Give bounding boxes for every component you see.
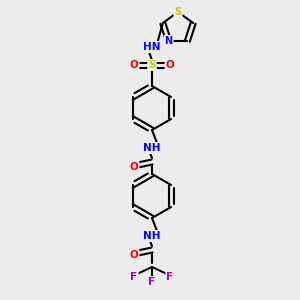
Text: HN: HN — [143, 42, 161, 52]
Text: S: S — [174, 7, 182, 17]
Text: O: O — [130, 162, 138, 172]
Text: NH: NH — [143, 231, 161, 241]
Text: O: O — [130, 250, 138, 260]
Text: O: O — [130, 60, 138, 70]
Text: F: F — [148, 277, 156, 287]
Text: NH: NH — [143, 143, 161, 153]
Text: F: F — [167, 272, 174, 282]
Text: N: N — [164, 36, 173, 46]
Text: S: S — [148, 60, 156, 70]
Text: O: O — [166, 60, 174, 70]
Text: F: F — [130, 272, 138, 282]
